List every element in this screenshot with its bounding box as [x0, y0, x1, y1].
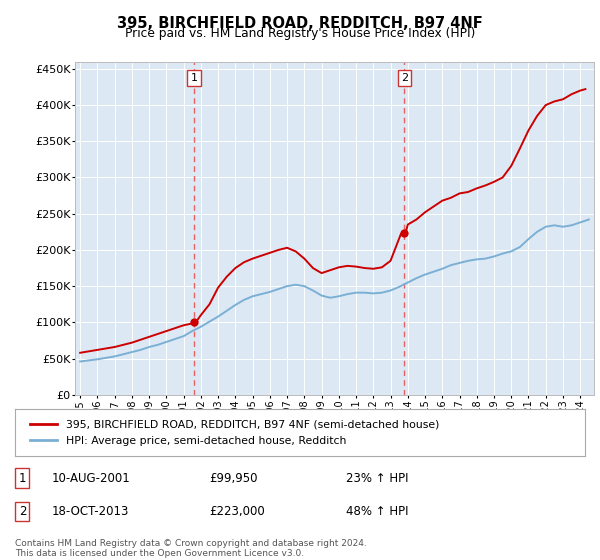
Text: 1: 1 — [19, 472, 26, 484]
Text: 48% ↑ HPI: 48% ↑ HPI — [346, 505, 408, 518]
Text: 18-OCT-2013: 18-OCT-2013 — [52, 505, 130, 518]
Legend: 395, BIRCHFIELD ROAD, REDDITCH, B97 4NF (semi-detached house), HPI: Average pric: 395, BIRCHFIELD ROAD, REDDITCH, B97 4NF … — [23, 413, 445, 452]
Text: 1: 1 — [190, 73, 197, 83]
Text: 2: 2 — [19, 505, 26, 518]
Text: Contains HM Land Registry data © Crown copyright and database right 2024.
This d: Contains HM Land Registry data © Crown c… — [15, 539, 367, 558]
Text: 23% ↑ HPI: 23% ↑ HPI — [346, 472, 408, 484]
Text: 2: 2 — [401, 73, 408, 83]
Text: Price paid vs. HM Land Registry's House Price Index (HPI): Price paid vs. HM Land Registry's House … — [125, 27, 475, 40]
Text: £99,950: £99,950 — [209, 472, 257, 484]
Text: 10-AUG-2001: 10-AUG-2001 — [52, 472, 131, 484]
Text: 395, BIRCHFIELD ROAD, REDDITCH, B97 4NF: 395, BIRCHFIELD ROAD, REDDITCH, B97 4NF — [117, 16, 483, 31]
Text: £223,000: £223,000 — [209, 505, 265, 518]
